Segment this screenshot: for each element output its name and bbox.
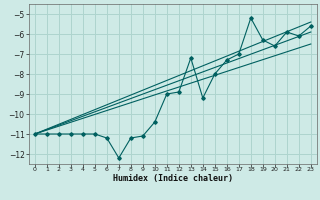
X-axis label: Humidex (Indice chaleur): Humidex (Indice chaleur): [113, 174, 233, 183]
